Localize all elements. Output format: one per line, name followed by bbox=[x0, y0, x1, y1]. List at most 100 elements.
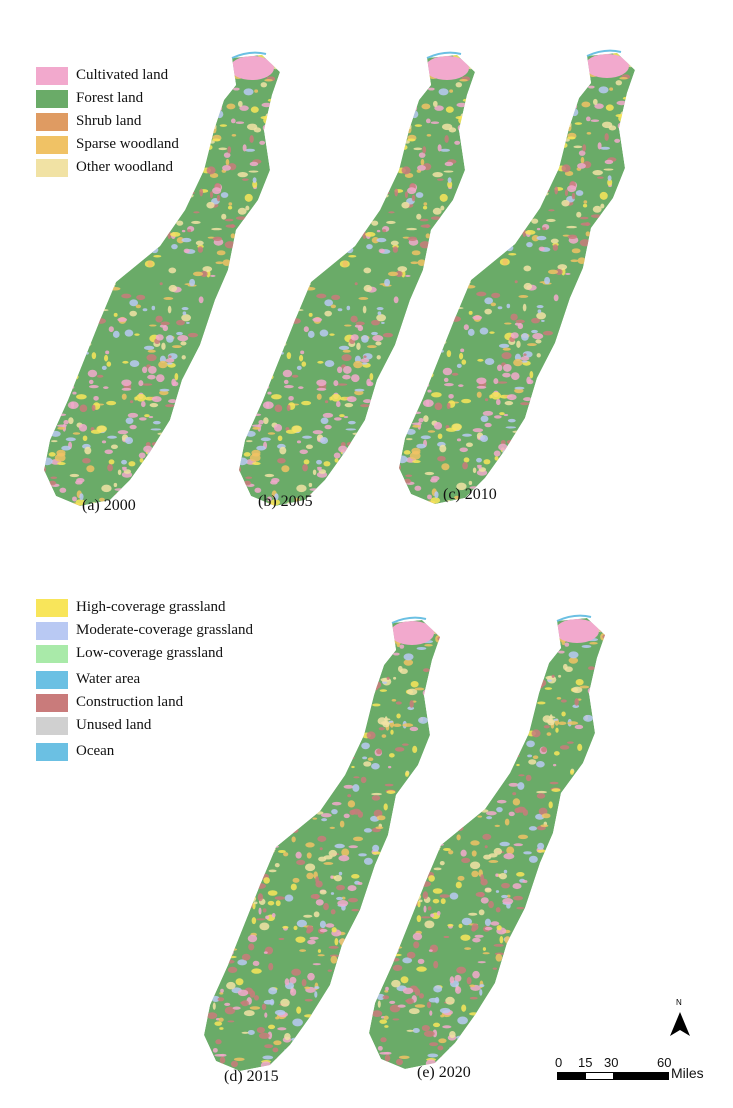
land-patch bbox=[619, 76, 628, 80]
land-patch bbox=[473, 248, 482, 257]
land-patch bbox=[33, 485, 43, 491]
land-patch bbox=[384, 491, 393, 496]
land-patch bbox=[512, 895, 524, 901]
land-patch bbox=[473, 796, 484, 802]
cultivated-area bbox=[585, 54, 629, 78]
land-patch bbox=[528, 185, 537, 189]
land-patch bbox=[603, 637, 605, 643]
land-patch bbox=[167, 305, 172, 314]
legend-item: Low-coverage grassland bbox=[36, 642, 253, 665]
land-patch bbox=[299, 949, 307, 952]
legend-item: Ocean bbox=[36, 740, 253, 763]
land-patch bbox=[516, 806, 526, 813]
land-patch bbox=[443, 1053, 450, 1059]
land-patch bbox=[392, 964, 403, 972]
land-patch bbox=[603, 168, 614, 171]
land-patch bbox=[468, 310, 473, 315]
land-patch bbox=[422, 399, 434, 407]
land-patch bbox=[224, 1006, 236, 1015]
land-patch bbox=[354, 390, 364, 396]
land-patch bbox=[412, 1027, 420, 1033]
land-patch bbox=[360, 208, 366, 214]
land-patch bbox=[235, 121, 245, 125]
land-patch bbox=[504, 401, 514, 406]
land-patch bbox=[344, 324, 352, 327]
land-patch bbox=[516, 340, 521, 348]
land-patch bbox=[219, 1056, 226, 1064]
land-patch bbox=[294, 497, 300, 502]
land-patch bbox=[526, 740, 535, 748]
land-patch bbox=[504, 936, 511, 944]
land-patch bbox=[554, 186, 559, 195]
land-patch bbox=[523, 265, 532, 272]
land-patch bbox=[550, 157, 559, 162]
land-patch bbox=[575, 190, 584, 196]
land-patch bbox=[221, 213, 227, 220]
land-patch bbox=[372, 143, 380, 147]
land-patch bbox=[421, 103, 431, 110]
land-patch bbox=[427, 430, 436, 433]
land-patch bbox=[479, 327, 489, 335]
land-patch bbox=[577, 257, 586, 264]
land-patch bbox=[149, 226, 157, 233]
land-patch bbox=[398, 71, 407, 79]
land-patch bbox=[358, 297, 369, 300]
land-patch bbox=[141, 366, 148, 374]
land-patch bbox=[136, 393, 147, 402]
legend-label: Shrub land bbox=[76, 113, 142, 129]
land-patch bbox=[304, 287, 316, 291]
land-patch bbox=[424, 643, 433, 647]
land-patch bbox=[115, 492, 122, 497]
land-patch bbox=[600, 146, 611, 150]
land-patch bbox=[298, 813, 306, 819]
land-patch bbox=[516, 906, 525, 910]
land-patch bbox=[407, 236, 418, 241]
land-patch bbox=[37, 471, 40, 477]
land-patch bbox=[264, 473, 275, 478]
land-patch bbox=[411, 250, 421, 256]
land-patch bbox=[428, 875, 435, 882]
land-patch bbox=[491, 391, 502, 400]
land-patch bbox=[449, 89, 454, 93]
land-patch bbox=[446, 832, 452, 836]
land-patch bbox=[249, 1006, 261, 1010]
land-patch bbox=[441, 463, 450, 471]
land-patch bbox=[482, 410, 494, 416]
land-patch bbox=[527, 163, 536, 171]
land-patch bbox=[146, 231, 151, 239]
land-patch bbox=[423, 415, 429, 423]
land-patch bbox=[437, 636, 440, 641]
land-patch bbox=[586, 131, 592, 135]
land-patch bbox=[356, 218, 367, 222]
land-patch bbox=[425, 118, 431, 124]
land-patch bbox=[552, 763, 557, 767]
land-patch bbox=[505, 244, 514, 252]
land-patch bbox=[134, 333, 140, 336]
land-patch bbox=[328, 214, 340, 223]
land-patch bbox=[470, 861, 481, 870]
land-patch bbox=[433, 422, 443, 430]
land-patch bbox=[430, 846, 440, 852]
land-patch bbox=[456, 363, 462, 368]
land-patch bbox=[386, 133, 394, 139]
land-patch bbox=[277, 435, 283, 442]
land-patch bbox=[429, 1010, 433, 1016]
land-patch bbox=[468, 912, 478, 916]
land-patch bbox=[91, 404, 96, 412]
land-patch bbox=[439, 444, 447, 453]
land-patch bbox=[510, 653, 519, 662]
land-patch bbox=[563, 87, 573, 91]
land-patch bbox=[432, 1022, 441, 1028]
land-patch bbox=[373, 144, 379, 151]
land-patch bbox=[252, 461, 261, 466]
land-patch bbox=[138, 417, 147, 421]
land-patch bbox=[251, 917, 257, 925]
land-patch bbox=[319, 709, 324, 715]
land-patch bbox=[203, 71, 212, 79]
land-patch bbox=[345, 175, 352, 180]
land-patch bbox=[226, 103, 236, 110]
land-patch bbox=[490, 921, 500, 926]
land-patch bbox=[165, 404, 175, 408]
land-patch bbox=[406, 1029, 414, 1032]
land-patch bbox=[314, 991, 318, 998]
